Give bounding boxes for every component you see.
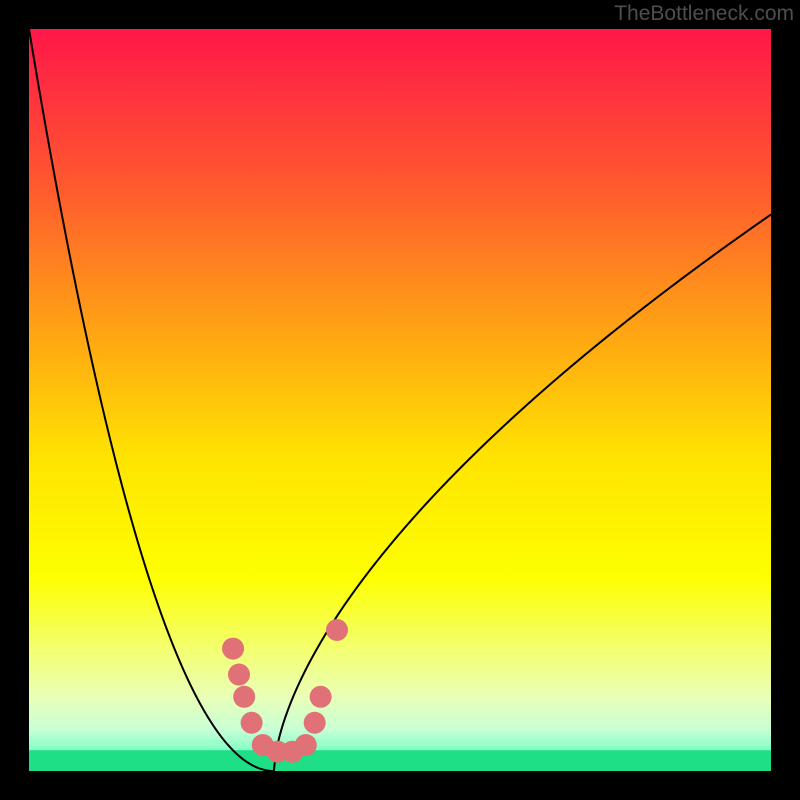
curve-marker xyxy=(326,619,348,641)
curve-marker xyxy=(233,686,255,708)
frame-right xyxy=(771,0,800,800)
frame-left xyxy=(0,0,29,800)
curve-marker xyxy=(241,712,263,734)
plot-background-gradient xyxy=(29,29,771,771)
curve-marker xyxy=(222,638,244,660)
curve-marker xyxy=(295,734,317,756)
chart-svg xyxy=(0,0,800,800)
watermark-text: TheBottleneck.com xyxy=(614,2,794,26)
curve-marker xyxy=(228,664,250,686)
frame-bottom xyxy=(0,771,800,800)
chart-container: TheBottleneck.com xyxy=(0,0,800,800)
curve-marker xyxy=(304,712,326,734)
curve-marker xyxy=(310,686,332,708)
bottom-green-band xyxy=(29,750,771,771)
